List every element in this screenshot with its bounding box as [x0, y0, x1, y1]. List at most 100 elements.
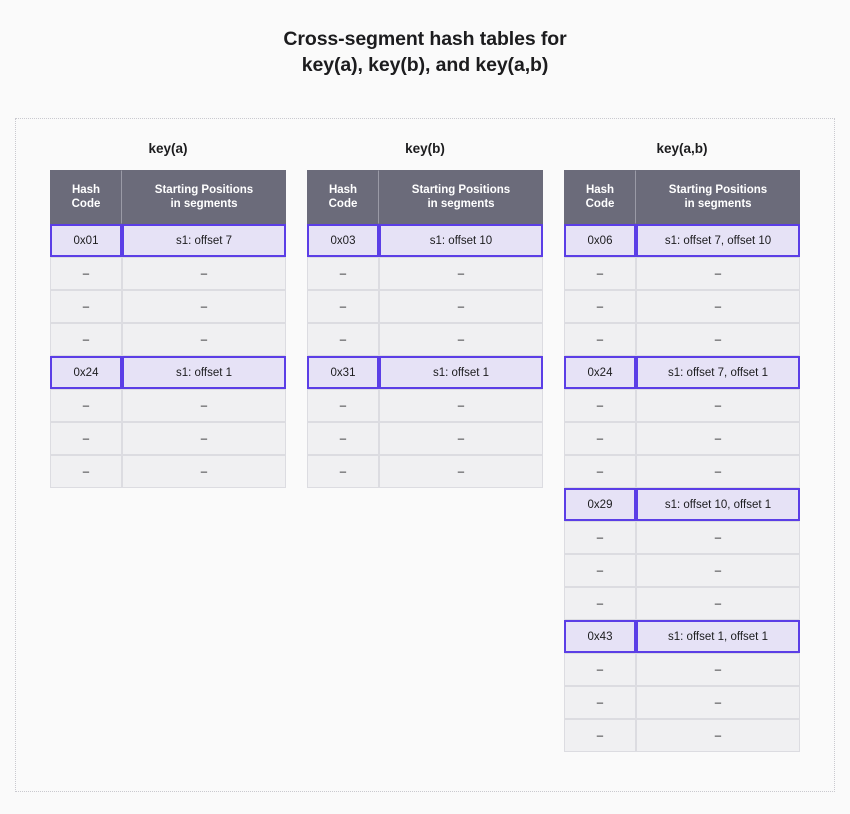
table-row-empty: – – — [564, 389, 800, 422]
cell-hash-code: – — [307, 455, 379, 488]
cell-hash-code: – — [50, 290, 122, 323]
cell-hash-code: – — [307, 257, 379, 290]
column-header-hash-line-1: Hash — [328, 184, 358, 196]
cell-hash-code: – — [564, 323, 636, 356]
cell-hash-code: – — [564, 455, 636, 488]
cell-starting-positions: s1: offset 1 — [379, 356, 543, 389]
cell-starting-positions: – — [122, 422, 286, 455]
column-header-positions-line-2: in segments — [170, 198, 238, 210]
hash-table-caption: key(a,b) — [656, 141, 708, 156]
cell-starting-positions: s1: offset 7, offset 1 — [636, 356, 800, 389]
cell-hash-code: – — [50, 422, 122, 455]
cell-hash-code: – — [50, 257, 122, 290]
column-header-starting-positions: Starting Positions in segments — [122, 170, 286, 224]
column-header-positions-line-2: in segments — [427, 198, 495, 210]
hash-table-block: key(b) Hash Code Starting Positions in segme… — [307, 141, 543, 488]
table-row-empty: – – — [307, 323, 543, 356]
hash-table: Hash Code Starting Positions in segments 0x0… — [50, 170, 286, 488]
table-row-empty: – – — [50, 257, 286, 290]
table-row-empty: – – — [307, 257, 543, 290]
cell-starting-positions: – — [379, 257, 543, 290]
table-row-empty: – – — [50, 323, 286, 356]
page-title-line-1: Cross-segment hash tables for — [283, 28, 567, 50]
cell-hash-code: 0x01 — [50, 224, 122, 257]
table-row-empty: – – — [307, 455, 543, 488]
hash-table-caption: key(b) — [405, 141, 445, 156]
cell-starting-positions: – — [636, 719, 800, 752]
column-header-positions-line-1: Starting Positions — [154, 184, 254, 196]
cell-starting-positions: – — [636, 455, 800, 488]
column-header-positions-line-1: Starting Positions — [668, 184, 768, 196]
table-row-occupied: 0x43 s1: offset 1, offset 1 — [564, 620, 800, 653]
cell-hash-code: – — [564, 290, 636, 323]
cell-hash-code: – — [564, 422, 636, 455]
hash-table-caption: key(a) — [148, 141, 188, 156]
table-row-empty: – – — [564, 554, 800, 587]
column-header-hash-line-1: Hash — [71, 184, 101, 196]
table-row-empty: – – — [564, 422, 800, 455]
page-title-line-2: key(a), key(b), and key(a,b) — [301, 54, 549, 76]
cell-starting-positions: s1: offset 10, offset 1 — [636, 488, 800, 521]
cell-starting-positions: – — [636, 554, 800, 587]
cell-hash-code: – — [50, 455, 122, 488]
table-row-empty: – – — [307, 389, 543, 422]
cell-hash-code: – — [564, 521, 636, 554]
cell-hash-code: 0x24 — [50, 356, 122, 389]
table-row-empty: – – — [50, 455, 286, 488]
cell-hash-code: – — [564, 257, 636, 290]
cell-starting-positions: s1: offset 7 — [122, 224, 286, 257]
table-row-occupied: 0x03 s1: offset 10 — [307, 224, 543, 257]
table-row-empty: – – — [50, 389, 286, 422]
cell-hash-code: 0x03 — [307, 224, 379, 257]
column-header-starting-positions: Starting Positions in segments — [636, 170, 800, 224]
cell-hash-code: 0x24 — [564, 356, 636, 389]
cell-starting-positions: – — [379, 290, 543, 323]
page-title: Cross-segment hash tables for key(a), ke… — [0, 26, 850, 78]
cell-hash-code: 0x06 — [564, 224, 636, 257]
cell-starting-positions: – — [636, 323, 800, 356]
table-row-empty: – – — [307, 422, 543, 455]
cell-starting-positions: – — [379, 323, 543, 356]
cell-hash-code: – — [564, 653, 636, 686]
cell-hash-code: – — [564, 686, 636, 719]
table-row-occupied: 0x31 s1: offset 1 — [307, 356, 543, 389]
table-row-empty: – – — [564, 686, 800, 719]
cell-hash-code: 0x43 — [564, 620, 636, 653]
table-row-occupied: 0x06 s1: offset 7, offset 10 — [564, 224, 800, 257]
hash-table-block: key(a) Hash Code Starting Positions in segme… — [50, 141, 286, 488]
cell-starting-positions: s1: offset 1 — [122, 356, 286, 389]
cell-starting-positions: – — [636, 257, 800, 290]
table-header-row: Hash Code Starting Positions in segments — [50, 170, 286, 224]
cell-starting-positions: s1: offset 7, offset 10 — [636, 224, 800, 257]
hash-tables-container: key(a) Hash Code Starting Positions in segme… — [50, 141, 816, 752]
cell-starting-positions: – — [122, 290, 286, 323]
table-header-row: Hash Code Starting Positions in segments — [564, 170, 800, 224]
cell-starting-positions: – — [636, 521, 800, 554]
cell-hash-code: – — [307, 290, 379, 323]
cell-starting-positions: – — [379, 455, 543, 488]
table-row-empty: – – — [564, 521, 800, 554]
cell-hash-code: 0x29 — [564, 488, 636, 521]
column-header-positions-line-2: in segments — [684, 198, 752, 210]
column-header-hash-line-1: Hash — [585, 184, 615, 196]
table-row-occupied: 0x01 s1: offset 7 — [50, 224, 286, 257]
hash-table: Hash Code Starting Positions in segments 0x0… — [307, 170, 543, 488]
column-header-hash-code: Hash Code — [307, 170, 379, 224]
column-header-hash-line-2: Code — [585, 198, 615, 210]
hash-table: Hash Code Starting Positions in segments 0x0… — [564, 170, 800, 752]
cell-starting-positions: – — [379, 422, 543, 455]
cell-starting-positions: – — [636, 686, 800, 719]
column-header-hash-line-2: Code — [328, 198, 358, 210]
table-row-occupied: 0x29 s1: offset 10, offset 1 — [564, 488, 800, 521]
hash-table-block: key(a,b) Hash Code Starting Positions in seg… — [564, 141, 800, 752]
cell-starting-positions: – — [636, 290, 800, 323]
column-header-hash-code: Hash Code — [50, 170, 122, 224]
table-header-row: Hash Code Starting Positions in segments — [307, 170, 543, 224]
table-row-empty: – – — [307, 290, 543, 323]
cell-hash-code: – — [564, 719, 636, 752]
cell-starting-positions: – — [122, 455, 286, 488]
table-row-empty: – – — [50, 290, 286, 323]
column-header-hash-line-2: Code — [71, 198, 101, 210]
table-row-occupied: 0x24 s1: offset 1 — [50, 356, 286, 389]
